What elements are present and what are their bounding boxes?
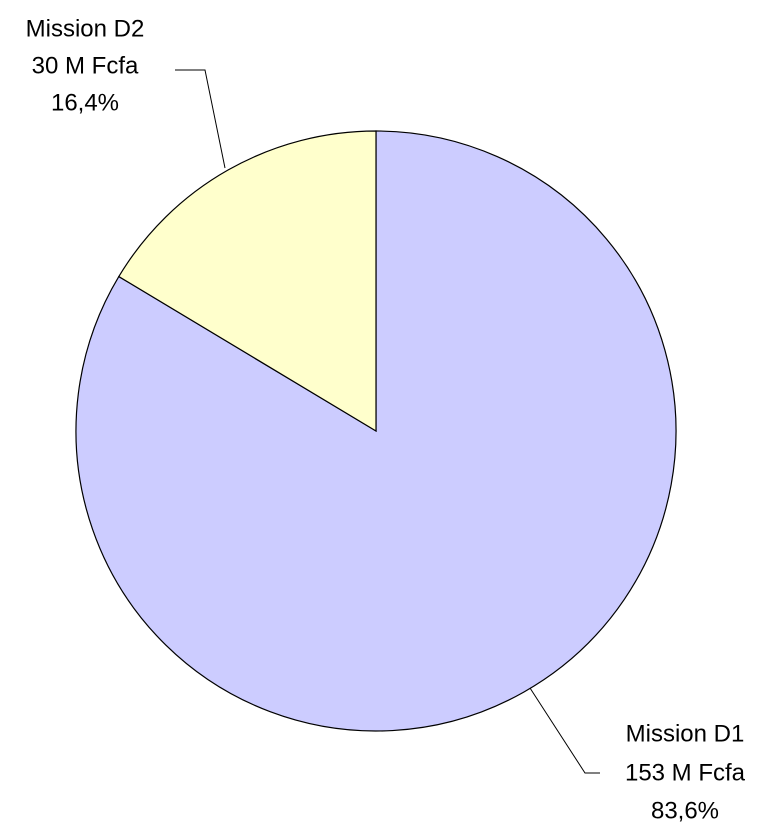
leader-line xyxy=(529,687,600,774)
slice-label: Mission D2 xyxy=(26,15,145,42)
slice-label: 30 M Fcfa xyxy=(32,52,139,79)
slice-label: 16,4% xyxy=(51,89,119,116)
leader-line xyxy=(175,69,226,169)
slice-label: 83,6% xyxy=(651,797,719,824)
pie-slice xyxy=(117,130,377,433)
slice-label: 153 M Fcfa xyxy=(625,759,746,786)
slice-label: Mission D1 xyxy=(626,720,745,747)
